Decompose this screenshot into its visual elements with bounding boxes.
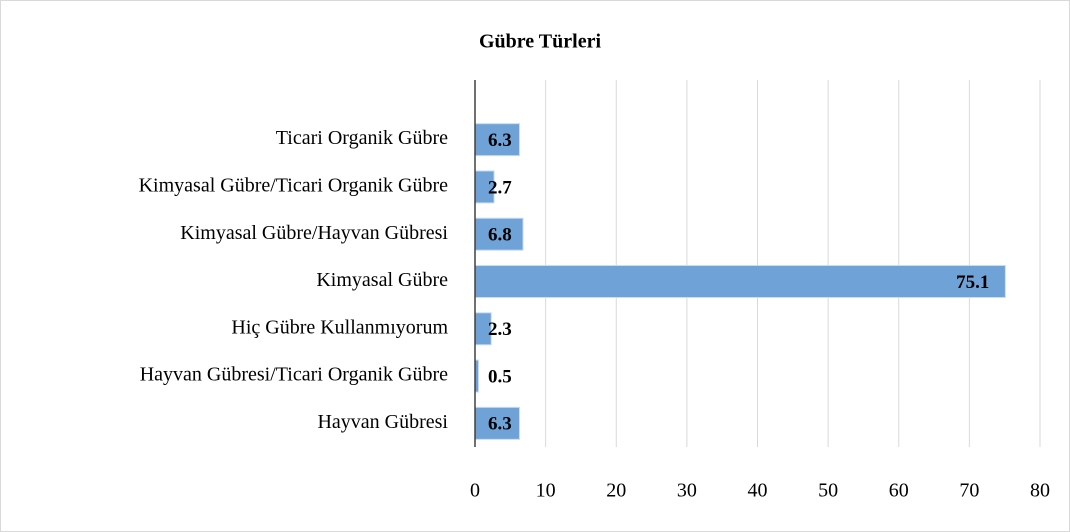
x-tick-label: 80 [1030, 480, 1050, 502]
y-tick-label: Kimyasal Gübre [316, 269, 448, 291]
y-tick-label: Ticari Organik Gübre [276, 127, 448, 149]
data-label: 0.5 [488, 366, 512, 387]
data-label: 6.8 [488, 225, 512, 246]
data-label: 2.3 [488, 319, 512, 340]
data-label: 6.3 [488, 130, 512, 151]
y-tick-label: Kimyasal Gübre/Hayvan Gübresi [180, 222, 448, 244]
x-tick-label: 70 [959, 480, 979, 502]
x-tick-label: 30 [677, 480, 697, 502]
x-tick-label: 40 [748, 480, 768, 502]
y-tick-label: Hayvan Gübresi/Ticari Organik Gübre [140, 364, 448, 386]
bar [474, 265, 1006, 298]
y-tick-label: Hiç Gübre Kullanmıyorum [231, 316, 448, 338]
x-tick-label: 60 [889, 480, 909, 502]
bar [474, 406, 520, 440]
y-tick-label: Kimyasal Gübre/Ticari Organik Gübre [139, 175, 449, 197]
bar [474, 217, 524, 251]
x-tick-label: 10 [536, 480, 556, 502]
y-tick-label: Hayvan Gübresi [317, 411, 448, 433]
x-tick-label: 0 [470, 480, 480, 502]
chart-title: Gübre Türleri [479, 31, 601, 53]
x-tick-label: 20 [606, 480, 626, 502]
data-label: 75.1 [956, 272, 989, 293]
data-label: 2.7 [488, 177, 512, 198]
x-tick-label: 50 [818, 480, 838, 502]
data-label: 6.3 [488, 414, 512, 435]
